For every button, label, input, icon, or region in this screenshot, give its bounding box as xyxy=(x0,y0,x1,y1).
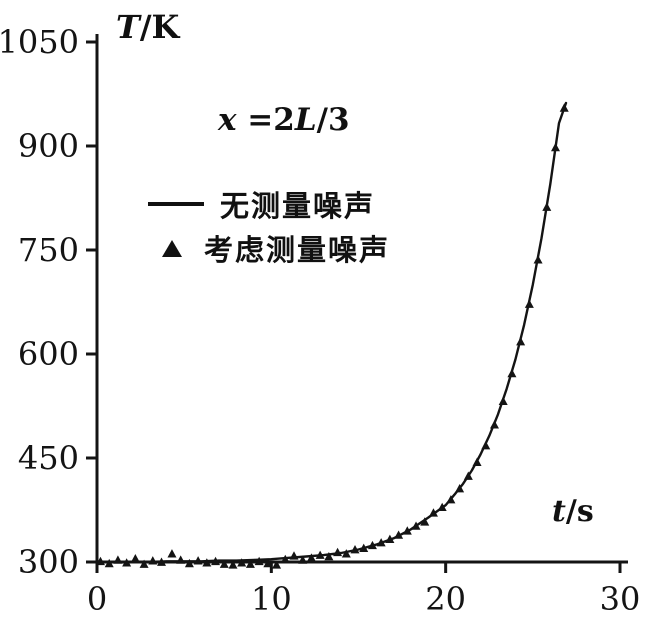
marker-triangle xyxy=(211,556,221,566)
x-axis-unit: /s xyxy=(565,494,594,529)
y-axis-variable: T xyxy=(116,8,140,46)
legend-item-label: 考虑测量噪声 xyxy=(204,233,391,267)
marker-triangle xyxy=(130,554,140,563)
x-tick-label: 0 xyxy=(87,580,107,618)
marker-triangle xyxy=(524,299,534,308)
marker-triangle xyxy=(157,557,167,566)
marker-triangle xyxy=(481,441,491,450)
marker-triangle xyxy=(455,484,465,493)
marker-triangle xyxy=(446,495,456,504)
triangle-marker-icon xyxy=(162,239,182,257)
y-tick-label: 1050 xyxy=(0,23,79,61)
marker-triangle xyxy=(219,559,229,568)
marker-triangle xyxy=(280,554,290,564)
marker-triangle xyxy=(324,551,334,561)
marker-triangle xyxy=(385,534,395,543)
x-axis-title: t/s xyxy=(552,494,594,529)
marker-triangle xyxy=(104,558,114,568)
annotation-x-position: x =2L/3 xyxy=(218,102,350,138)
marker-triangle xyxy=(367,540,377,550)
annotation-part: /3 xyxy=(316,102,350,138)
x-axis-variable: t xyxy=(552,494,566,529)
y-tick-label: 450 xyxy=(18,439,79,477)
marker-triangle xyxy=(263,558,273,568)
marker-triangle xyxy=(176,555,186,564)
y-axis-title: T/K xyxy=(116,8,179,46)
legend: 无测量噪声 考虑测量噪声 xyxy=(148,182,390,270)
marker-triangle xyxy=(489,420,499,429)
legend-item-label: 无测量噪声 xyxy=(220,189,376,223)
marker-triangle xyxy=(139,559,149,568)
y-tick-label: 900 xyxy=(18,127,79,165)
x-tick-label: 20 xyxy=(425,580,466,618)
marker-triangle xyxy=(350,545,360,554)
marker-triangle xyxy=(228,560,238,569)
marker-triangle xyxy=(516,337,526,346)
marker-triangle xyxy=(167,549,177,558)
annotation-part: =2 xyxy=(236,102,295,138)
y-tick-label: 600 xyxy=(18,335,79,373)
marker-triangle xyxy=(315,550,325,559)
marker-triangle xyxy=(428,508,438,517)
marker-triangle xyxy=(193,556,203,565)
marker-triangle xyxy=(359,543,369,552)
annotation-part: x xyxy=(218,102,237,138)
x-tick-label: 30 xyxy=(600,580,641,618)
legend-item-with-noise: 考虑测量噪声 xyxy=(148,226,390,270)
marker-triangle xyxy=(542,202,552,211)
marker-triangle xyxy=(437,502,447,512)
marker-triangle xyxy=(420,517,430,526)
marker-triangle xyxy=(202,558,212,567)
marker-triangle xyxy=(472,457,482,466)
marker-triangle xyxy=(559,103,569,112)
marker-triangle xyxy=(341,549,351,558)
marker-triangle xyxy=(402,526,412,535)
legend-item-no-noise: 无测量噪声 xyxy=(148,182,390,226)
marker-triangle xyxy=(463,471,473,480)
marker-triangle xyxy=(333,547,343,557)
marker-triangle xyxy=(272,560,282,569)
marker-triangle xyxy=(95,556,105,566)
x-tick-label: 10 xyxy=(251,580,292,618)
legend-line-sample-box xyxy=(148,202,204,206)
marker-triangle xyxy=(550,142,560,152)
marker-triangle xyxy=(254,556,264,566)
y-tick-label: 300 xyxy=(18,543,79,581)
marker-triangle xyxy=(507,368,517,378)
y-axis-unit: /K xyxy=(139,8,180,46)
marker-triangle xyxy=(498,396,508,405)
marker-triangle xyxy=(122,558,132,567)
marker-triangle xyxy=(245,559,255,568)
marker-triangle xyxy=(376,538,386,547)
line-marker-icon xyxy=(148,202,204,206)
marker-triangle xyxy=(184,558,194,568)
marker-triangle xyxy=(394,530,404,539)
marker-triangle xyxy=(237,558,247,567)
annotation-part: L xyxy=(294,102,317,138)
marker-triangle xyxy=(306,553,316,562)
marker-triangle xyxy=(113,555,123,564)
marker-triangle xyxy=(298,555,308,564)
marker-triangle xyxy=(411,521,421,530)
marker-triangle xyxy=(533,255,543,264)
marker-triangle xyxy=(289,551,299,560)
y-tick-label: 750 xyxy=(18,231,79,269)
marker-triangle xyxy=(148,556,158,565)
series-line-no-noise xyxy=(95,101,568,564)
